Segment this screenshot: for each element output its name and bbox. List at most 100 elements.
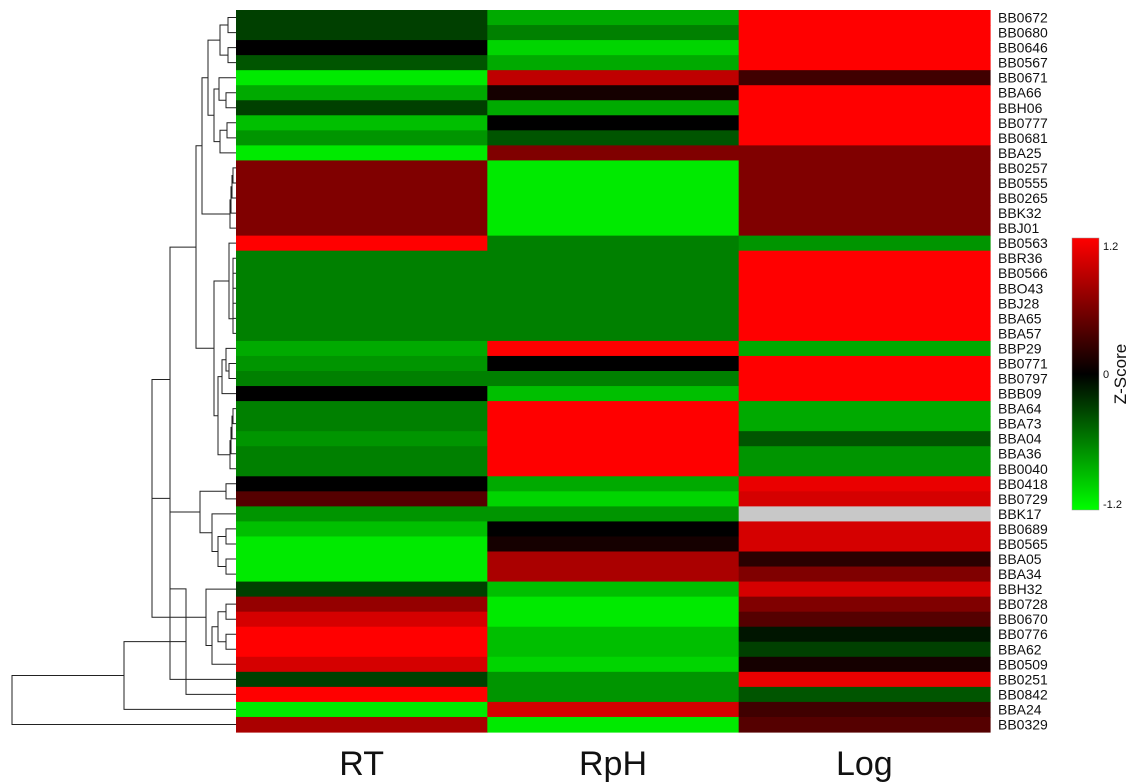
- row-label: BBK17: [998, 506, 1042, 522]
- heatmap-cell: [738, 551, 991, 568]
- heatmap-cell: [738, 581, 991, 598]
- row-label: BB0728: [998, 596, 1048, 612]
- heatmap-cell: [738, 190, 991, 207]
- row-label: BB0771: [998, 355, 1048, 371]
- heatmap-cell: [738, 401, 991, 417]
- column-label: RT: [339, 745, 384, 783]
- row-label: BBP29: [998, 340, 1042, 356]
- heatmap-cell: [236, 115, 488, 131]
- heatmap-cell: [487, 536, 740, 553]
- heatmap-cell: [487, 55, 740, 71]
- heatmap-cell: [738, 641, 991, 658]
- heatmap-cell: [236, 371, 488, 387]
- dendrogram-branch: [205, 588, 236, 646]
- heatmap-cell: [487, 446, 740, 462]
- heatmap-cell: [236, 325, 488, 342]
- heatmap-cell: [236, 551, 488, 568]
- heatmap-cell: [236, 716, 488, 733]
- heatmap-cell: [236, 566, 488, 583]
- heatmap-cell: [738, 686, 991, 703]
- heatmap-cell: [738, 175, 991, 192]
- dendrogram-branch: [217, 376, 230, 456]
- heatmap-cell: [738, 10, 991, 26]
- dendrogram-branch: [199, 490, 226, 534]
- heatmap-cell: [487, 551, 740, 568]
- dendrogram-branch: [227, 47, 236, 64]
- row-label: BB0040: [998, 461, 1048, 477]
- dendrogram-branch: [211, 626, 236, 665]
- dendrogram-branch: [225, 633, 236, 650]
- row-label: BBH06: [998, 100, 1043, 116]
- heatmap-cell: [236, 401, 488, 417]
- heatmap-cell: [487, 355, 740, 372]
- heatmap-cell: [487, 160, 740, 177]
- heatmap-cell: [236, 491, 488, 507]
- heatmap-cell: [487, 581, 740, 598]
- heatmap-cell: [738, 416, 991, 432]
- row-label: BBJ01: [998, 220, 1039, 236]
- heatmap-cell: [738, 521, 991, 538]
- heatmap-cell: [487, 506, 740, 523]
- row-label: BB0257: [998, 160, 1048, 176]
- heatmap-cell: [738, 70, 991, 86]
- row-label: BBA73: [998, 416, 1042, 432]
- row-label: BB0680: [998, 25, 1048, 41]
- heatmap-cell: [487, 701, 740, 718]
- heatmap-cell: [487, 220, 740, 237]
- heatmap-cell: [487, 340, 740, 357]
- row-label: BB0555: [998, 175, 1048, 191]
- heatmap-cell: [738, 596, 991, 613]
- colorbar-title: Z-Score: [1111, 344, 1130, 404]
- heatmap-cell: [236, 581, 488, 598]
- dendrogram-branch: [225, 558, 236, 575]
- heatmap-cell: [236, 55, 488, 71]
- heatmap-cell: [236, 386, 488, 402]
- heatmap-cell: [487, 686, 740, 703]
- row-label: BBO43: [998, 280, 1043, 296]
- heatmap-cell: [738, 626, 991, 643]
- heatmap-cell: [236, 205, 488, 222]
- heatmap-cell: [738, 85, 991, 101]
- heatmap-cell: [738, 536, 991, 553]
- heatmap-cell: [236, 235, 488, 252]
- row-label: BBA24: [998, 701, 1042, 717]
- heatmap-cell: [738, 100, 991, 116]
- row-label: BBA04: [998, 431, 1042, 447]
- heatmap-cell: [738, 265, 991, 282]
- heatmap-cell: [236, 100, 488, 116]
- heatmap-cell: [487, 235, 740, 252]
- dendrogram-branch: [219, 129, 236, 154]
- heatmap-cell: [487, 371, 740, 387]
- dendrogram-branch: [218, 77, 236, 101]
- heatmap-cell: [738, 220, 991, 237]
- heatmap-cell: [236, 85, 488, 101]
- row-label: BBA64: [998, 401, 1042, 417]
- heatmap-cell: [487, 386, 740, 402]
- heatmap-cell: [487, 130, 740, 146]
- heatmap-cell: [236, 190, 488, 207]
- heatmap-cell: [236, 506, 488, 523]
- heatmap-cell: [236, 310, 488, 327]
- heatmap-cell: [487, 656, 740, 673]
- heatmap-cell: [738, 671, 991, 688]
- heatmap-cell: [487, 100, 740, 116]
- heatmap-cell: [236, 355, 488, 372]
- row-label: BBA34: [998, 566, 1042, 582]
- heatmap-cell: [487, 596, 740, 613]
- heatmap-cell: [236, 521, 488, 538]
- heatmap-cell: [738, 446, 991, 462]
- dendrogram-branch: [195, 145, 214, 349]
- heatmap-cell: [738, 55, 991, 71]
- row-label: BBA65: [998, 310, 1042, 326]
- dendrogram-branch: [232, 167, 236, 184]
- dendrogram-branch: [225, 603, 236, 620]
- heatmap-cell: [236, 461, 488, 477]
- heatmap-cell: [487, 40, 740, 56]
- column-label: Log: [836, 745, 893, 783]
- heatmap-cell: [236, 340, 488, 357]
- row-label: BB0776: [998, 626, 1048, 642]
- row-label: BB0842: [998, 686, 1048, 702]
- row-label: BBH32: [998, 581, 1043, 597]
- heatmap-cell: [236, 70, 488, 86]
